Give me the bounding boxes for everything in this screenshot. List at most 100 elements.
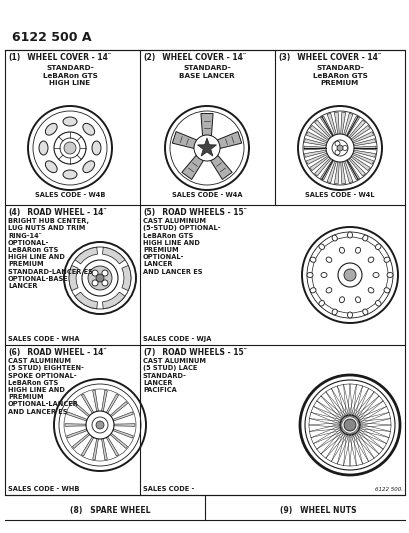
Polygon shape <box>353 139 375 146</box>
Text: (7): (7) <box>143 348 155 357</box>
Polygon shape <box>75 247 97 264</box>
Ellipse shape <box>45 123 57 135</box>
Ellipse shape <box>331 309 337 315</box>
Polygon shape <box>112 429 133 438</box>
Ellipse shape <box>83 161 94 173</box>
Polygon shape <box>72 433 90 448</box>
Ellipse shape <box>347 232 352 238</box>
Ellipse shape <box>375 301 380 306</box>
Circle shape <box>343 419 355 431</box>
Polygon shape <box>343 113 352 135</box>
Ellipse shape <box>355 247 360 253</box>
Circle shape <box>64 142 76 154</box>
Text: SALES CODE - WHB: SALES CODE - WHB <box>8 486 79 492</box>
Polygon shape <box>210 155 231 180</box>
Polygon shape <box>309 125 328 140</box>
Polygon shape <box>353 150 375 157</box>
Text: SALES CODE - WHA: SALES CODE - WHA <box>8 336 79 342</box>
Polygon shape <box>102 292 125 309</box>
Text: STANDARD-
BASE LANCER: STANDARD- BASE LANCER <box>179 65 234 78</box>
Text: (9)   WHEEL NUTS: (9) WHEEL NUTS <box>279 505 356 514</box>
Ellipse shape <box>372 272 378 278</box>
Text: (1): (1) <box>8 53 20 62</box>
Text: ROAD WHEELS - 15″: ROAD WHEELS - 15″ <box>157 348 246 357</box>
Ellipse shape <box>383 257 389 262</box>
Ellipse shape <box>83 123 94 135</box>
Polygon shape <box>217 132 241 149</box>
Ellipse shape <box>331 235 337 241</box>
Text: CAST ALUMINUM
(5-STUD) OPTIONAL-
LeBARon GTS
HIGH LINE AND
PREMIUM
OPTIONAL-
LAN: CAST ALUMINUM (5-STUD) OPTIONAL- LeBARon… <box>143 218 220 274</box>
Polygon shape <box>304 150 326 157</box>
Polygon shape <box>110 401 127 417</box>
Text: (4): (4) <box>8 208 20 217</box>
Polygon shape <box>81 437 94 456</box>
Text: SALES CODE - W4L: SALES CODE - W4L <box>304 192 374 198</box>
Polygon shape <box>350 156 369 171</box>
Circle shape <box>342 146 347 150</box>
Polygon shape <box>303 146 325 150</box>
Ellipse shape <box>309 288 315 293</box>
Ellipse shape <box>367 288 373 293</box>
Polygon shape <box>348 120 364 138</box>
Circle shape <box>102 280 108 286</box>
Polygon shape <box>314 120 330 138</box>
Circle shape <box>336 145 342 151</box>
Polygon shape <box>181 155 203 180</box>
Ellipse shape <box>355 297 360 303</box>
Polygon shape <box>352 153 373 164</box>
Circle shape <box>96 421 104 429</box>
Ellipse shape <box>367 257 373 262</box>
Text: ROAD WHEEL - 14″: ROAD WHEEL - 14″ <box>22 348 106 357</box>
Circle shape <box>82 260 118 296</box>
Circle shape <box>339 415 359 435</box>
Text: WHEEL COVER - 14″: WHEEL COVER - 14″ <box>291 53 380 62</box>
Ellipse shape <box>325 257 331 262</box>
Circle shape <box>54 132 86 164</box>
Text: ROAD WHEELS - 15″: ROAD WHEELS - 15″ <box>157 208 246 217</box>
Polygon shape <box>348 158 364 176</box>
Polygon shape <box>65 424 86 426</box>
Text: WHEEL COVER - 14″: WHEEL COVER - 14″ <box>22 53 111 62</box>
Ellipse shape <box>318 244 324 249</box>
Text: (2): (2) <box>143 53 155 62</box>
Polygon shape <box>114 424 135 426</box>
Ellipse shape <box>339 247 344 253</box>
Text: BRIGHT HUB CENTER,
LUG NUTS AND TRIM
RING-14″
OPTIONAL-
LeBARon GTS
HIGH LINE AN: BRIGHT HUB CENTER, LUG NUTS AND TRIM RIN… <box>8 218 93 289</box>
Polygon shape <box>106 394 118 413</box>
Text: STANDARD-
LeBARon GTS
PREMIUM: STANDARD- LeBARon GTS PREMIUM <box>312 65 366 86</box>
Text: SALES CODE - W4B: SALES CODE - W4B <box>35 192 105 198</box>
Polygon shape <box>101 439 107 459</box>
Polygon shape <box>319 160 333 180</box>
Ellipse shape <box>386 272 392 278</box>
Ellipse shape <box>320 272 326 278</box>
Text: ROAD WHEEL - 14″: ROAD WHEEL - 14″ <box>22 208 106 217</box>
Text: CAST ALUMINUM
(5 STUD) LACE
STANDARD-
LANCER
PACIFICA: CAST ALUMINUM (5 STUD) LACE STANDARD- LA… <box>143 358 205 393</box>
Polygon shape <box>353 146 375 150</box>
Text: (6): (6) <box>8 348 20 357</box>
Polygon shape <box>197 138 216 156</box>
Ellipse shape <box>318 301 324 306</box>
Circle shape <box>325 134 353 162</box>
Polygon shape <box>92 439 98 459</box>
Text: (5): (5) <box>143 208 155 217</box>
Polygon shape <box>106 437 118 456</box>
Bar <box>5 50 404 495</box>
Polygon shape <box>334 162 338 184</box>
Polygon shape <box>326 161 335 183</box>
Text: SALES CODE - W4A: SALES CODE - W4A <box>171 192 242 198</box>
Polygon shape <box>121 265 131 290</box>
Polygon shape <box>340 162 345 184</box>
Polygon shape <box>304 139 326 146</box>
Text: (8)   SPARE WHEEL: (8) SPARE WHEEL <box>70 505 150 514</box>
Ellipse shape <box>63 170 77 179</box>
Circle shape <box>92 270 98 276</box>
Polygon shape <box>309 156 328 171</box>
Circle shape <box>343 269 355 281</box>
Polygon shape <box>346 160 359 180</box>
Polygon shape <box>102 247 125 264</box>
Polygon shape <box>319 116 333 136</box>
Text: (3): (3) <box>277 53 290 62</box>
Polygon shape <box>350 125 369 140</box>
Text: 6122 500 A: 6122 500 A <box>12 31 91 44</box>
Text: WHEEL COVER - 14″: WHEEL COVER - 14″ <box>157 53 246 62</box>
